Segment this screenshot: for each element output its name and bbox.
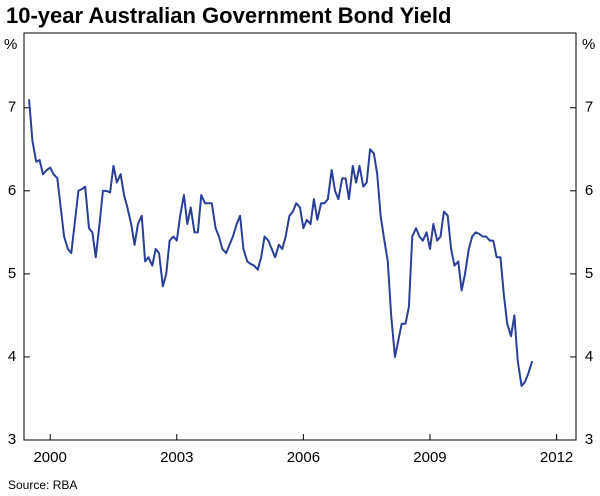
chart-title: 10-year Australian Government Bond Yield — [6, 3, 451, 28]
x-tick-label: 2006 — [287, 449, 320, 466]
y-tick-label-left: 6 — [8, 182, 16, 199]
x-tick-label: 2000 — [33, 449, 66, 466]
y-tick-label-right: 5 — [585, 265, 593, 282]
x-tick-label: 2003 — [160, 449, 193, 466]
source: Source: RBA — [8, 478, 77, 492]
y-tick-label-right: 6 — [585, 182, 593, 199]
y-tick-label-left: 7 — [8, 99, 16, 116]
y-unit-left: % — [4, 36, 17, 53]
y-tick-label-left: 3 — [8, 431, 16, 448]
y-tick-label-left: 4 — [8, 348, 16, 365]
x-tick-label: 2009 — [413, 449, 446, 466]
y-tick-label-left: 5 — [8, 265, 16, 282]
x-tick-label: 2012 — [540, 449, 573, 466]
y-tick-label-right: 3 — [585, 431, 593, 448]
y-tick-label-right: 4 — [585, 348, 593, 365]
y-unit-right: % — [582, 36, 595, 53]
line-series — [28, 99, 534, 388]
plot-frame — [23, 32, 577, 441]
y-tick-label-right: 7 — [585, 99, 593, 116]
